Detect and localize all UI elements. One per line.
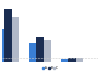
Bar (61, 59, 68, 62)
Bar (76, 58, 83, 62)
Legend: A, B, C: A, B, C (42, 66, 58, 70)
Bar (12, 17, 19, 62)
Bar (36, 37, 44, 62)
Bar (0, 29, 4, 62)
Bar (29, 43, 36, 62)
Bar (68, 58, 76, 62)
Bar (44, 40, 51, 62)
Bar (4, 9, 12, 62)
